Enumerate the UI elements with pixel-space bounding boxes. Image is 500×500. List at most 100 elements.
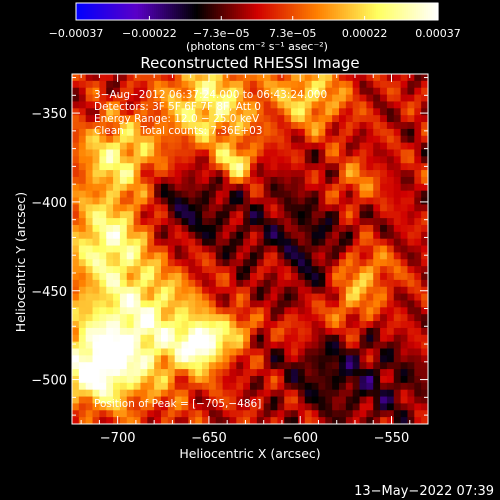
heatmap-pixel xyxy=(304,362,313,370)
colorbar-cell xyxy=(222,3,225,20)
heatmap-pixel xyxy=(113,238,121,247)
heatmap-pixel xyxy=(202,389,210,398)
heatmap-pixel xyxy=(99,266,107,274)
heatmap-pixel xyxy=(195,87,203,96)
heatmap-pixel xyxy=(380,204,388,212)
heatmap-pixel xyxy=(99,149,107,157)
heatmap-pixel xyxy=(215,417,224,425)
heatmap-pixel xyxy=(147,204,155,212)
heatmap-pixel xyxy=(256,300,265,308)
heatmap-pixel xyxy=(393,176,402,185)
heatmap-pixel xyxy=(407,417,415,425)
heatmap-pixel xyxy=(229,87,237,96)
heatmap-pixel xyxy=(72,314,80,322)
heatmap-pixel xyxy=(85,300,94,308)
heatmap-pixel xyxy=(181,87,189,96)
heatmap-pixel xyxy=(99,176,107,185)
heatmap-pixel xyxy=(400,417,408,425)
heatmap-pixel xyxy=(215,307,224,315)
heatmap-pixel xyxy=(332,252,340,260)
heatmap-pixel xyxy=(380,362,388,370)
heatmap-pixel xyxy=(78,307,87,315)
heatmap-pixel xyxy=(85,382,94,391)
heatmap-pixel xyxy=(154,362,162,370)
heatmap-pixel xyxy=(78,176,87,185)
heatmap-pixel xyxy=(154,410,162,418)
heatmap-pixel xyxy=(414,115,422,123)
heatmap-pixel xyxy=(352,334,361,343)
heatmap-pixel xyxy=(359,176,367,185)
heatmap-pixel xyxy=(318,259,326,267)
colorbar-ticks: −0.00037 −0.00022 −7.3e−05 7.3e−05 0.00022 0.… xyxy=(49,16,461,40)
heatmap-pixel xyxy=(154,80,162,89)
heatmap-pixel xyxy=(126,94,135,102)
heatmap-pixel xyxy=(72,389,80,398)
heatmap-pixel xyxy=(167,334,176,343)
heatmap-pixel xyxy=(380,286,388,295)
colorbar-cell xyxy=(194,3,197,20)
heatmap-pixel xyxy=(215,321,224,329)
heatmap-pixel xyxy=(297,279,306,288)
heatmap-pixel xyxy=(161,321,169,329)
heatmap-pixel xyxy=(208,115,217,123)
heatmap-pixel xyxy=(352,238,361,247)
heatmap-pixel xyxy=(250,369,258,377)
heatmap-pixel xyxy=(393,74,402,82)
heatmap-pixel xyxy=(393,334,402,343)
heatmap-pixel xyxy=(414,403,422,411)
heatmap-pixel xyxy=(352,176,361,185)
heatmap-pixel xyxy=(208,362,217,370)
heatmap-pixel xyxy=(318,314,326,322)
heatmap-pixel xyxy=(270,197,278,205)
heatmap-pixel xyxy=(263,327,272,336)
heatmap-pixel xyxy=(400,128,408,137)
heatmap-pixel xyxy=(154,252,162,260)
heatmap-pixel xyxy=(393,300,402,308)
colorbar: −0.00037 −0.00022 −7.3e−05 7.3e−05 0.00022 0.… xyxy=(49,2,461,53)
heatmap-pixel xyxy=(126,362,135,370)
colorbar-cell xyxy=(274,3,277,20)
heatmap-pixel xyxy=(174,231,183,240)
heatmap-pixel xyxy=(325,410,333,418)
heatmap-pixel xyxy=(304,122,313,130)
heatmap-pixel xyxy=(386,80,395,89)
heatmap-pixel xyxy=(174,334,183,343)
heatmap-pixel xyxy=(304,218,313,226)
colorbar-cell xyxy=(162,3,165,20)
colorbar-cell xyxy=(204,3,207,20)
heatmap-pixel xyxy=(181,74,189,82)
heatmap-pixel xyxy=(147,170,155,178)
heatmap-pixel xyxy=(284,273,292,281)
heatmap-pixel xyxy=(195,176,203,185)
heatmap-pixel xyxy=(99,183,107,192)
heatmap-pixel xyxy=(311,266,319,274)
heatmap-pixel xyxy=(140,128,148,137)
heatmap-pixel xyxy=(140,321,148,329)
heatmap-pixel xyxy=(85,224,94,233)
heatmap-pixel xyxy=(393,128,402,137)
heatmap-pixel xyxy=(284,115,292,123)
heatmap-pixel xyxy=(400,204,408,212)
heatmap-pixel xyxy=(297,417,306,425)
heatmap-pixel xyxy=(147,300,155,308)
heatmap-pixel xyxy=(215,197,224,205)
heatmap-pixel xyxy=(106,108,114,116)
heatmap-pixel xyxy=(154,355,162,363)
heatmap-pixel xyxy=(154,122,162,130)
heatmap-pixel xyxy=(345,142,354,150)
heatmap-pixel xyxy=(78,293,87,301)
heatmap-pixel xyxy=(202,327,210,336)
heatmap-pixel xyxy=(393,204,402,212)
heatmap-pixel xyxy=(332,218,340,226)
heatmap-pixel xyxy=(263,211,272,219)
heatmap-pixel xyxy=(325,101,333,109)
heatmap-pixel xyxy=(92,204,100,212)
heatmap-pixel xyxy=(256,218,265,226)
heatmap-pixel xyxy=(99,369,107,377)
heatmap-pixel xyxy=(359,204,367,212)
heatmap-pixel xyxy=(195,197,203,205)
heatmap-pixel xyxy=(106,87,114,96)
heatmap-pixel xyxy=(222,362,230,370)
heatmap-pixel xyxy=(222,231,230,240)
